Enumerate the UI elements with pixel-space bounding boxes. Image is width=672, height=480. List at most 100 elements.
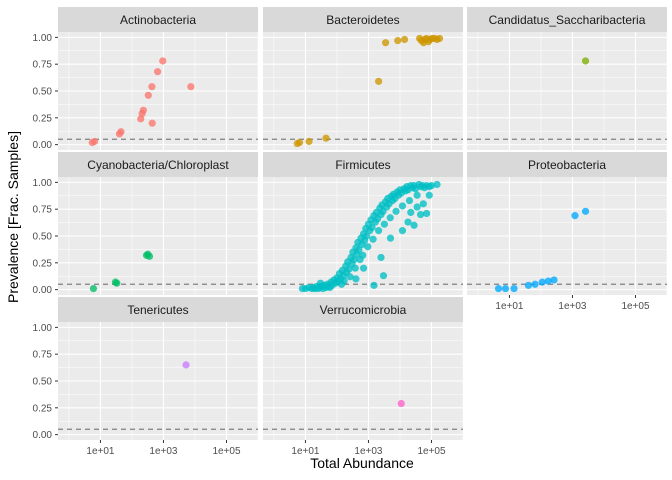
x-tick-label: 1e+01 (86, 446, 115, 457)
data-point (550, 276, 558, 284)
data-point (305, 137, 313, 146)
x-tick-label: 1e+05 (621, 301, 650, 312)
data-point (581, 207, 590, 215)
data-point (355, 246, 363, 254)
data-point (346, 273, 354, 281)
y-tick-label: 0.00 (33, 430, 53, 441)
data-point (370, 281, 378, 289)
data-point (425, 191, 433, 199)
data-point (404, 218, 412, 226)
y-tick-label: 1.00 (33, 323, 53, 334)
data-point (397, 399, 405, 408)
facet-panel: Actinobacteria 0.00 0.25 0.50 0.75 1.00 (33, 7, 259, 151)
data-point (423, 209, 431, 218)
data-point (187, 83, 195, 91)
data-point (544, 277, 552, 285)
facet-panel: Tenericutes 0.00 0.25 0.50 0.75 1.00 1e+01 1e+0… (33, 297, 259, 457)
y-tick-label: 0.75 (33, 205, 53, 216)
facet-strip-label: Tenericutes (127, 303, 188, 317)
y-tick-label: 0.25 (33, 258, 53, 269)
data-point (363, 232, 371, 240)
data-point (416, 210, 425, 219)
x-tick-label: 1e+03 (149, 446, 178, 457)
data-point (386, 214, 394, 222)
facet-panel: Candidatus_Saccharibacteria (467, 7, 668, 150)
data-point (322, 134, 330, 142)
data-point (139, 106, 147, 114)
data-point (571, 212, 579, 220)
data-point (159, 57, 167, 65)
data-point (410, 221, 418, 229)
facet-strip-label: Actinobacteria (120, 13, 196, 27)
facet-strip-label: Verrucomicrobia (320, 303, 407, 317)
data-point (368, 223, 376, 232)
data-point (407, 208, 415, 216)
data-point (394, 36, 402, 45)
data-point (413, 203, 421, 211)
data-point (359, 251, 367, 259)
data-point (419, 200, 427, 208)
facet-panel: Proteobacteria 1e+01 1e+03 1e+05 (467, 152, 668, 312)
data-point (351, 264, 359, 272)
data-point (352, 275, 360, 283)
y-tick-label: 0.00 (33, 285, 53, 296)
y-axis-title: Prevalence [Frac. Samples] (5, 131, 21, 303)
data-point (153, 68, 162, 76)
data-point (375, 77, 383, 85)
facet-strip (467, 7, 667, 32)
data-point (433, 180, 441, 189)
facet-panel: Bacteroidetes (263, 7, 464, 150)
data-point (400, 35, 409, 44)
facet-strip-label: Firmicutes (335, 158, 390, 172)
facet-panel: Firmicutes (263, 152, 464, 295)
x-tick-label: 1e+05 (212, 446, 241, 457)
data-point (340, 277, 348, 285)
data-point (377, 253, 385, 262)
x-axis-title: Total Abundance (310, 455, 414, 471)
y-tick-label: 0.25 (33, 113, 53, 124)
facet-strip-label: Candidatus_Saccharibacteria (489, 13, 646, 27)
y-tick-label: 0.50 (33, 87, 53, 98)
facets-layer: Actinobacteria 0.00 0.25 0.50 0.75 1.00 Bacter… (33, 7, 668, 457)
data-point (398, 227, 407, 235)
facet-strip (263, 297, 463, 322)
data-point (369, 235, 377, 243)
facet-strip (58, 152, 258, 177)
facet-panel: Cyanobacteria/Chloroplast 0.00 0.25 0.50 0.7… (33, 152, 259, 296)
data-point (90, 137, 99, 146)
data-point (295, 138, 304, 147)
data-point (375, 227, 383, 235)
y-tick-label: 0.25 (33, 403, 53, 414)
y-tick-label: 0.50 (33, 377, 53, 388)
data-point (392, 207, 400, 215)
data-point (148, 119, 156, 127)
data-point (494, 284, 503, 293)
x-tick-label: 1e+01 (495, 301, 524, 312)
facet-strip (58, 7, 258, 32)
data-point (182, 361, 190, 369)
data-point (531, 280, 539, 288)
data-point (379, 272, 388, 280)
y-tick-label: 0.50 (33, 232, 53, 243)
facet-strip-label: Bacteroidetes (326, 13, 399, 27)
data-point (538, 278, 546, 286)
facet-strip-label: Cyanobacteria/Chloroplast (87, 158, 229, 172)
data-point (145, 252, 154, 260)
data-point (501, 284, 510, 293)
facet-panel: Verrucomicrobia 1e+01 1e+03 1e+05 (263, 297, 464, 457)
facet-strip-label: Proteobacteria (528, 158, 606, 172)
data-point (316, 279, 325, 287)
data-point (510, 284, 518, 293)
data-point (405, 197, 414, 205)
data-point (350, 256, 358, 264)
x-tick-label: 1e+03 (354, 446, 383, 457)
data-point (359, 264, 368, 272)
y-tick-label: 0.75 (33, 350, 53, 361)
facet-strip (263, 7, 463, 32)
data-point (524, 281, 533, 289)
data-point (382, 39, 390, 47)
y-tick-label: 0.00 (33, 140, 53, 151)
data-point (380, 220, 388, 228)
data-point (345, 265, 353, 273)
data-point (364, 243, 372, 251)
